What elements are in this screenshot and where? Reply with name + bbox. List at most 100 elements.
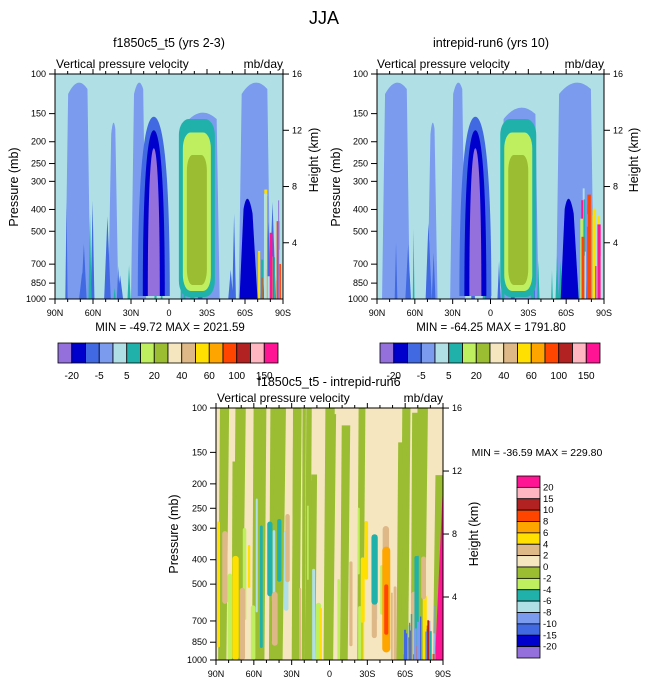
y-tick-label: 150	[31, 109, 46, 119]
contour-streak	[537, 260, 540, 299]
colorbar-box	[434, 342, 450, 364]
y-tick-label: 200	[192, 479, 207, 489]
colorbar: -20 -5 5 20 40 60 100 150	[57, 342, 279, 382]
y-tick-label: 1000	[26, 294, 46, 304]
x-tick-label: 90S	[435, 669, 451, 679]
y-right-tick-label: 8	[452, 529, 457, 539]
panel-title: intrepid-run6 (yrs 10)	[433, 36, 549, 50]
colorbar-label: 4	[543, 539, 548, 550]
colorbar-label: -20	[387, 371, 402, 382]
contour-streak	[337, 579, 341, 660]
contour-streak	[425, 223, 432, 299]
y-tick-label: 400	[31, 204, 46, 214]
x-tick-label: 90N	[47, 308, 64, 318]
contour-streak	[227, 573, 233, 660]
colorbar-box	[57, 342, 73, 364]
contour-band	[65, 82, 91, 299]
contour-band	[323, 408, 335, 660]
contour-streak	[269, 232, 273, 299]
colorbar-label: 20	[543, 482, 554, 493]
y-tick-label: 500	[192, 579, 207, 589]
y-right-tick-label: 12	[292, 125, 302, 135]
contour-streak	[497, 260, 501, 299]
colorbar-box	[516, 532, 541, 545]
left-string: Vertical pressure velocity	[377, 57, 510, 71]
x-tick-label: 0	[327, 669, 332, 679]
colorbar-label: 8	[543, 517, 548, 528]
contour-band	[108, 122, 119, 299]
y-axis-label: Pressure (mb)	[167, 494, 181, 573]
colorbar-box	[393, 342, 408, 364]
colorbar-label: 100	[550, 371, 567, 382]
y-tick-label: 250	[192, 503, 207, 513]
contour-streak	[272, 530, 276, 599]
colorbar-label: -15	[543, 630, 557, 641]
contour-streak	[555, 254, 559, 299]
y-tick-label: 700	[31, 259, 46, 269]
colorbar-box	[448, 342, 463, 364]
y-tick-label: 250	[31, 159, 46, 169]
y-tick-label: 700	[192, 616, 207, 626]
contour-streak	[116, 265, 120, 299]
contour-streak	[239, 587, 246, 660]
x-tick-label: 90S	[596, 308, 612, 318]
colorbar-box	[516, 521, 541, 534]
colorbar-box	[517, 342, 532, 364]
colorbar-label: 10	[543, 505, 554, 516]
contour-streak	[261, 277, 263, 299]
axes: 90N 60N 30N 0 30S 60S 90S 100 150 200 250 300 400 500…	[26, 69, 302, 318]
colorbar-label: -10	[543, 619, 557, 630]
contour-band	[310, 474, 318, 660]
contour-streak	[247, 544, 251, 588]
contour-core	[239, 198, 258, 299]
contour-streak	[127, 264, 131, 299]
colorbar-label: 150	[256, 371, 273, 382]
colorbar-box	[516, 589, 541, 602]
colorbar-box	[379, 342, 395, 364]
contour-field	[377, 74, 604, 299]
colorbar-label: 40	[176, 371, 188, 382]
contour-streak	[357, 507, 360, 575]
colorbar-label: 0	[543, 562, 548, 573]
colorbar-label: 20	[471, 371, 483, 382]
y-tick-label: 150	[192, 447, 207, 457]
contour-streak	[583, 199, 586, 299]
contour-streak	[258, 250, 261, 299]
x-tick-label: 0	[166, 308, 171, 318]
contour-core	[560, 198, 579, 299]
y-right-tick-label: 12	[613, 125, 623, 135]
contour-streak	[587, 204, 591, 299]
y-tick-label: 850	[353, 278, 368, 288]
colorbar-box	[516, 612, 541, 625]
x-tick-label: 60N	[246, 669, 263, 679]
colorbar-label: 5	[446, 371, 452, 382]
x-tick-label: 90N	[369, 308, 386, 318]
contour-streak	[267, 276, 270, 299]
min-max-stats: MIN = -49.72 MAX = 2021.59	[95, 322, 245, 334]
colorbar-label: 150	[578, 371, 595, 382]
contour-streak	[584, 251, 586, 299]
contour-core	[147, 148, 160, 296]
colorbar-box	[98, 342, 114, 364]
colorbar-box	[503, 342, 518, 364]
contour-streak	[432, 653, 435, 660]
contour-band	[301, 408, 306, 660]
contour-streak	[232, 213, 236, 299]
contour-streak	[267, 521, 273, 597]
x-tick-label: 30S	[520, 308, 536, 318]
colorbar-box	[516, 634, 541, 648]
contour-streak	[409, 630, 412, 660]
y-tick-label: 300	[192, 523, 207, 533]
y-right-tick-label: 12	[452, 466, 462, 476]
y-tick-label: 400	[192, 555, 207, 565]
contour-streak	[259, 525, 263, 649]
contour-streak	[410, 614, 413, 660]
contour-band	[292, 408, 298, 660]
contour-streak	[403, 629, 407, 660]
y-right-tick-label: 16	[452, 403, 462, 413]
colorbar-box	[71, 342, 86, 364]
contour-streak	[427, 620, 430, 660]
colorbar-box	[475, 342, 491, 364]
contour-field	[216, 408, 443, 660]
y-axis-right-label: Height (km)	[307, 128, 321, 193]
